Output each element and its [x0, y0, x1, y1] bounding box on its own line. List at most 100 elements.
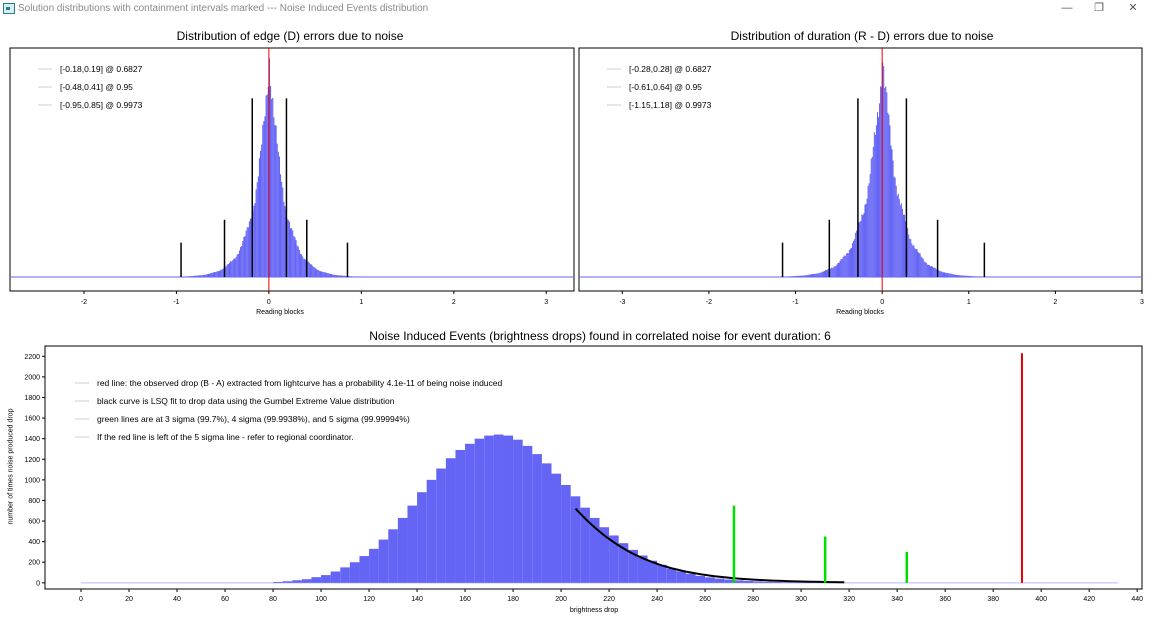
histogram-bar: [513, 439, 523, 583]
histogram-bar: [271, 99, 273, 277]
histogram-bar: [225, 266, 227, 277]
gumbel-fit-curve: [574, 507, 845, 584]
x-tick-label: 3: [1140, 299, 1144, 306]
histogram-bar: [823, 271, 825, 277]
histogram-bar: [836, 264, 838, 277]
legend-label: red line: the observed drop (B - A) extr…: [97, 378, 503, 388]
histogram-bar: [955, 274, 957, 277]
histogram-bar: [240, 247, 242, 277]
histogram-bar: [809, 274, 811, 277]
histogram-bar: [292, 580, 302, 583]
histogram-bar: [856, 230, 858, 277]
histogram-bar: [912, 245, 914, 277]
histogram-bar: [922, 258, 924, 277]
histogram-bar: [883, 66, 885, 278]
histogram-bar: [884, 88, 886, 277]
histogram-bar: [232, 260, 234, 277]
histogram-bar: [243, 236, 245, 277]
histogram-bar: [295, 240, 297, 277]
histogram-bar: [293, 236, 295, 277]
histogram-bar: [811, 274, 813, 277]
histogram-bar: [951, 274, 953, 277]
chart1-title: Distribution of edge (D) errors due to n…: [176, 29, 404, 43]
histogram-bar: [325, 272, 327, 277]
histogram-bar: [900, 203, 902, 277]
y-tick-label: 1800: [24, 395, 40, 402]
histogram-bar: [292, 230, 294, 277]
minimize-button[interactable]: —: [1061, 2, 1073, 14]
histogram-bar: [834, 266, 836, 277]
histogram-bar: [532, 454, 542, 583]
histogram-bar: [956, 275, 959, 277]
histogram-bar: [969, 276, 971, 277]
legend-label: [-0.95,0.85] @ 0.9973: [60, 100, 143, 110]
histogram-bar: [348, 276, 350, 277]
histogram-bar: [599, 527, 610, 583]
histogram-bar: [803, 275, 805, 277]
x-tick-label: 60: [221, 596, 229, 603]
histogram-bar: [228, 262, 231, 277]
histogram-bar: [388, 529, 398, 583]
histogram-bar: [262, 124, 264, 277]
x-tick-label: 100: [315, 596, 327, 603]
histogram-bar: [882, 62, 884, 278]
histogram-bar: [208, 273, 211, 277]
histogram-bar: [275, 125, 277, 277]
histogram-bar: [865, 203, 867, 277]
histogram-bar: [807, 274, 809, 277]
histogram-bar: [919, 253, 921, 277]
histogram-bar: [187, 276, 189, 277]
close-button[interactable]: ✕: [1128, 2, 1138, 14]
maximize-button[interactable]: ❐: [1094, 2, 1104, 14]
histogram-bar: [335, 275, 337, 277]
histogram-bar: [333, 274, 335, 277]
histogram-bar: [915, 249, 917, 277]
histogram-bar: [189, 276, 191, 277]
histogram-bar: [318, 270, 320, 277]
histogram-bar: [330, 571, 341, 583]
histogram-bar: [213, 272, 215, 277]
histogram-bar: [298, 249, 300, 277]
histogram-bar: [897, 193, 899, 277]
histogram-bar: [901, 208, 903, 277]
x-tick-label: 0: [79, 596, 83, 603]
histogram-bar: [204, 274, 206, 277]
x-tick-label: 340: [891, 596, 903, 603]
histogram-bar: [794, 275, 796, 277]
histogram-bar: [279, 174, 282, 277]
histogram-bar: [830, 268, 832, 277]
histogram-bar: [843, 255, 845, 277]
histogram-bar: [961, 275, 963, 277]
legend-label: [-0.18,0.19] @ 0.6827: [60, 64, 143, 74]
histogram-bar: [964, 275, 966, 277]
histogram-bar: [484, 435, 494, 583]
histogram-bar: [799, 275, 801, 277]
histogram-bar: [918, 252, 920, 277]
y-tick-label: 1600: [24, 416, 40, 423]
histogram-bar: [349, 276, 351, 277]
histogram-bar: [952, 274, 954, 277]
histogram-bar: [312, 265, 314, 277]
histogram-bar: [787, 276, 789, 277]
histogram-bar: [866, 198, 868, 277]
histogram-bar: [191, 276, 193, 277]
histogram-bar: [299, 253, 302, 277]
histogram-bar: [917, 251, 919, 277]
histogram-bar: [297, 246, 299, 277]
histogram-bar: [753, 581, 763, 583]
histogram-bar: [892, 160, 894, 277]
histogram-bar: [958, 275, 960, 277]
x-tick-label: 1: [359, 299, 363, 306]
x-tick-label: 3: [544, 299, 548, 306]
x-tick-label: -1: [792, 299, 798, 306]
x-tick-label: 220: [603, 596, 615, 603]
histogram-bar: [309, 264, 312, 277]
histogram-bar: [835, 266, 837, 277]
histogram-bar: [925, 262, 927, 277]
chart2-title: Distribution of duration (R - D) errors …: [730, 29, 994, 43]
histogram-bar: [944, 272, 946, 277]
x-tick-label: 300: [795, 596, 807, 603]
histogram-bar: [852, 243, 854, 277]
histogram-bar: [943, 272, 945, 277]
histogram-bar: [301, 579, 312, 583]
